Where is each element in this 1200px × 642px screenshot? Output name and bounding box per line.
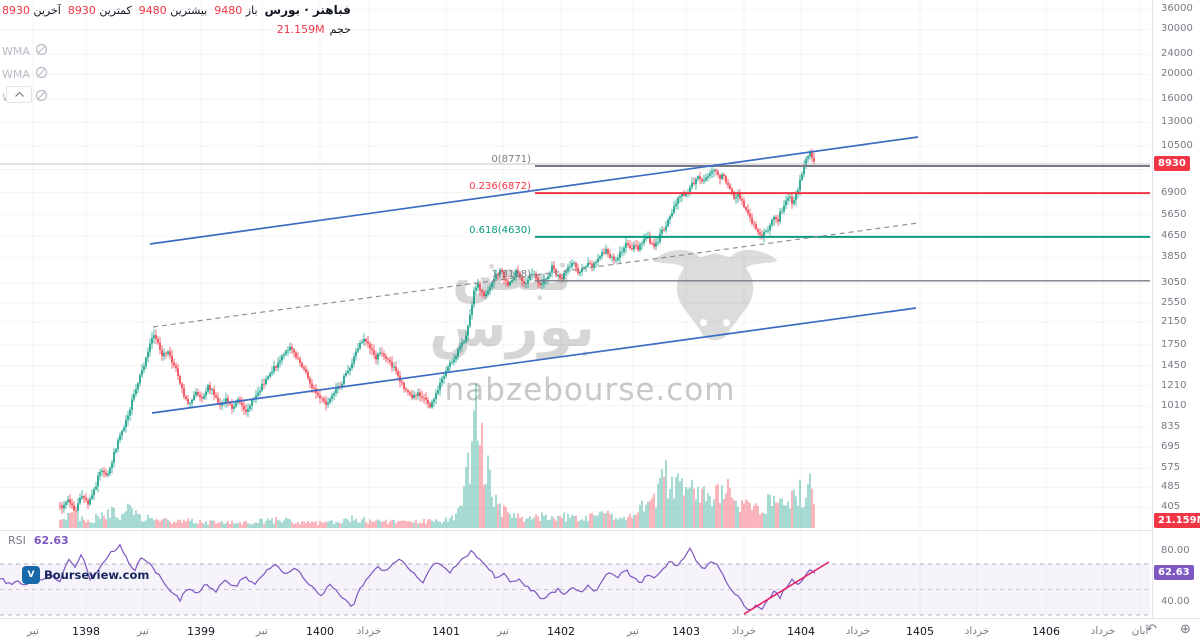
time-tick-month: خرداد bbox=[1090, 625, 1116, 637]
indicator-row-wma3[interactable]: WMA bbox=[2, 89, 351, 105]
time-tick-year: 1404 bbox=[787, 625, 815, 638]
time-tick-year: 1401 bbox=[432, 625, 460, 638]
fib-level-label: 0.236(6872) bbox=[469, 181, 531, 192]
price-tick: 835 bbox=[1161, 421, 1181, 433]
price-tick: 1010 bbox=[1161, 399, 1187, 411]
volume-label: حجم bbox=[329, 23, 351, 36]
eye-off-icon[interactable] bbox=[35, 43, 48, 59]
time-tick-month: خرداد bbox=[356, 625, 382, 637]
time-tick-month: خرداد bbox=[731, 625, 757, 637]
time-tick-year: 1398 bbox=[72, 625, 100, 638]
price-tick: 6900 bbox=[1161, 186, 1187, 198]
rsi-tick: 40.00 bbox=[1161, 596, 1190, 608]
price-tick: 575 bbox=[1161, 462, 1181, 474]
volume-badge: 21.159M bbox=[1154, 513, 1200, 528]
time-tick-year: 1400 bbox=[306, 625, 334, 638]
rsi-tick: 80.00 bbox=[1161, 545, 1190, 557]
indicator-row-wma1[interactable]: WMA bbox=[2, 43, 351, 59]
rsi-value: 62.63 bbox=[33, 534, 69, 547]
price-tick: 1210 bbox=[1161, 379, 1187, 391]
rsi-label: RSI bbox=[8, 534, 26, 547]
symbol-legend: فباهنر · بورس باز 9480 بیشترین 9480 کمترین… bbox=[2, 3, 351, 105]
fib-level-label: 0.618(4630) bbox=[469, 225, 531, 236]
legend-field-کمترین: کمترین 8930 bbox=[67, 4, 132, 17]
price-tick: 3850 bbox=[1161, 251, 1187, 263]
ohlc-row[interactable]: فباهنر · بورس باز 9480 بیشترین 9480 کمترین… bbox=[2, 3, 351, 17]
bourseview-logo: V Bourseview.com bbox=[22, 566, 149, 584]
price-tick: 485 bbox=[1161, 481, 1181, 493]
time-tick-month: خرداد bbox=[845, 625, 871, 637]
time-tick-month: تیر bbox=[256, 625, 268, 637]
time-tick-month: تیر bbox=[627, 625, 639, 637]
price-tick: 2150 bbox=[1161, 316, 1187, 328]
bourseview-logo-icon: V bbox=[22, 566, 40, 584]
fib-level-label: 1(3118) bbox=[491, 269, 531, 280]
price-tick: 13000 bbox=[1161, 116, 1193, 128]
price-tick: 16000 bbox=[1161, 93, 1193, 105]
time-axis[interactable]: ↶ ⊕ تیر 1398 تیر 1399 تیر 1400 خرداد 1401 تیر 140… bbox=[0, 618, 1200, 642]
time-tick-year: 1399 bbox=[187, 625, 215, 638]
price-tick: 24000 bbox=[1161, 48, 1193, 60]
price-tick: 4650 bbox=[1161, 230, 1187, 242]
volume-value: 21.159M bbox=[276, 23, 325, 36]
price-tick: 1750 bbox=[1161, 338, 1187, 350]
legend-collapse-button[interactable] bbox=[6, 86, 32, 103]
rsi-legend: RSI 62.63 bbox=[8, 534, 69, 547]
fib-level-label: 0(8771) bbox=[491, 154, 531, 165]
volume-row: حجم 21.159M bbox=[2, 23, 351, 36]
time-tick-year: 1406 bbox=[1032, 625, 1060, 638]
reset-time-scale-icon[interactable]: ↶ bbox=[1146, 622, 1157, 637]
time-tick-month: آبان bbox=[1131, 625, 1149, 637]
time-tick-month: خرداد bbox=[964, 625, 990, 637]
last-price-badge: 8930 bbox=[1154, 156, 1190, 171]
price-tick: 30000 bbox=[1161, 23, 1193, 35]
price-tick: 695 bbox=[1161, 441, 1181, 453]
rsi-badge: 62.63 bbox=[1154, 565, 1194, 581]
price-tick: 3050 bbox=[1161, 277, 1187, 289]
price-tick: 405 bbox=[1161, 501, 1181, 513]
price-tick: 10500 bbox=[1161, 140, 1193, 152]
price-tick: 36000 bbox=[1161, 3, 1193, 15]
price-tick: 2550 bbox=[1161, 297, 1187, 309]
time-tick-month: تیر bbox=[27, 625, 39, 637]
symbol-title: فباهنر · بورس bbox=[264, 3, 351, 17]
chart-canvas[interactable]: 0(8771) 0.236(6872) 0.618(4630) 1(3118) bbox=[0, 0, 1152, 618]
price-axis[interactable]: 8930 21.159M 62.63 36000 30000 24000 20000 1… bbox=[1152, 0, 1200, 618]
eye-off-icon[interactable] bbox=[35, 66, 48, 82]
eye-off-icon[interactable] bbox=[35, 89, 48, 105]
price-tick: 1450 bbox=[1161, 359, 1187, 371]
wma-label: WMA bbox=[2, 67, 30, 81]
time-tick-month: تیر bbox=[137, 625, 149, 637]
time-tick-year: 1402 bbox=[547, 625, 575, 638]
price-tick: 20000 bbox=[1161, 68, 1193, 80]
bourseview-logo-text: Bourseview.com bbox=[44, 568, 150, 582]
time-tick-year: 1403 bbox=[672, 625, 700, 638]
chevron-up-icon bbox=[14, 92, 24, 97]
legend-field-آخرین: آخرین 8930 bbox=[2, 4, 61, 17]
legend-field-باز: باز 9480 bbox=[214, 4, 258, 17]
go-to-realtime-icon[interactable]: ⊕ bbox=[1180, 622, 1191, 637]
time-tick-year: 1405 bbox=[906, 625, 934, 638]
indicator-row-wma2[interactable]: WMA bbox=[2, 66, 351, 82]
wma-label: WMA bbox=[2, 44, 30, 58]
time-tick-month: تیر bbox=[497, 625, 509, 637]
legend-field-بیشترین: بیشترین 9480 bbox=[138, 4, 208, 17]
price-tick: 5650 bbox=[1161, 208, 1187, 220]
